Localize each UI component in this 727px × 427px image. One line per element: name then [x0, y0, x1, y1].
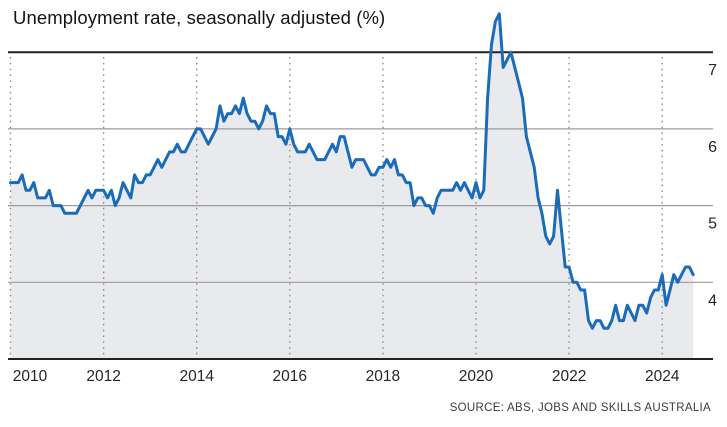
x-tick-label-2010: 2010 — [13, 368, 48, 385]
x-tick-label-2022: 2022 — [552, 368, 586, 385]
x-tick-label-2014: 2014 — [179, 368, 214, 385]
y-tick-label-6: 6 — [708, 139, 717, 156]
x-tick-label-2024: 2024 — [645, 368, 680, 385]
chart-title: Unemployment rate, seasonally adjusted (… — [13, 7, 386, 28]
y-tick-label-7: 7 — [708, 62, 717, 79]
x-tick-label-2018: 2018 — [366, 368, 400, 385]
x-tick-label-2016: 2016 — [273, 368, 307, 385]
series-area-fill — [10, 13, 694, 360]
x-tick-label-2020: 2020 — [459, 368, 494, 385]
chart-source-credit: SOURCE: ABS, JOBS AND SKILLS AUSTRALIA — [449, 402, 711, 414]
y-tick-label-5: 5 — [708, 216, 717, 233]
unemployment-rate-line — [9, 12, 695, 330]
x-tick-label-2012: 2012 — [86, 368, 120, 385]
y-tick-label-4: 4 — [708, 292, 717, 309]
